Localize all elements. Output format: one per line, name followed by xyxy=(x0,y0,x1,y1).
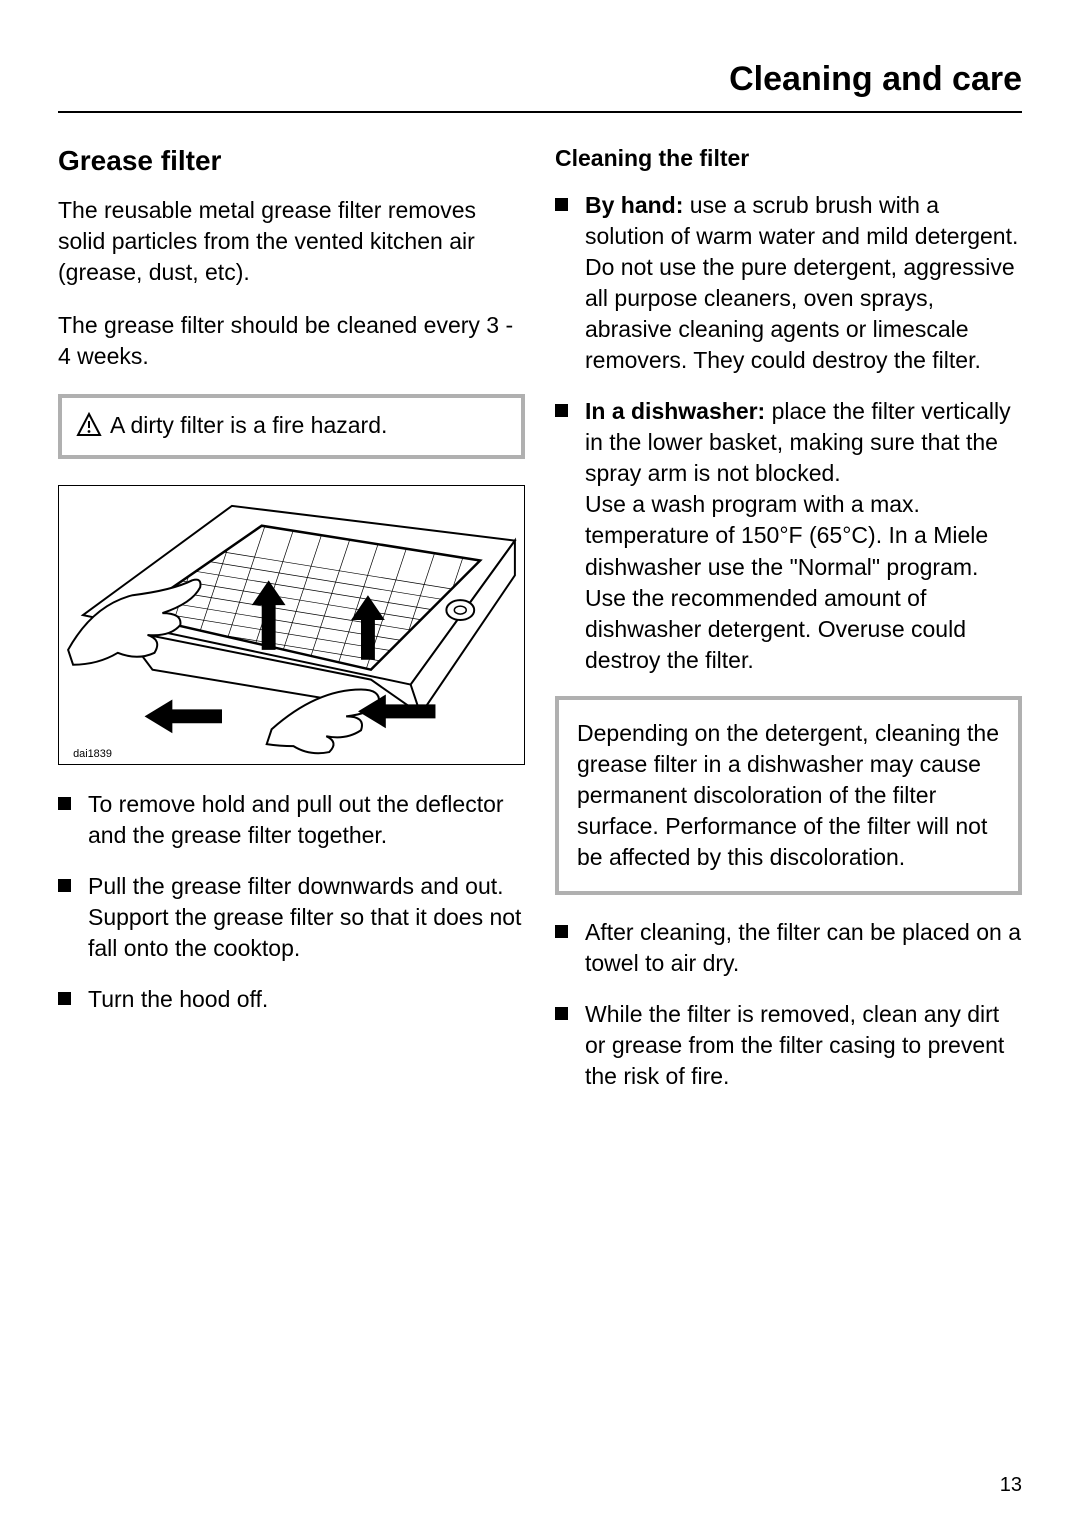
removal-steps: To remove hold and pull out the deflecto… xyxy=(58,789,525,1015)
warning-box: A dirty filter is a fire hazard. xyxy=(58,394,525,459)
list-item: After cleaning, the filter can be placed… xyxy=(555,917,1022,979)
list-item: Turn the hood off. xyxy=(58,984,525,1015)
list-item: To remove hold and pull out the deflecto… xyxy=(58,789,525,851)
section-heading-cleaning-filter: Cleaning the filter xyxy=(555,145,1022,172)
dishwasher-cont1: Use a wash program with a max. temperatu… xyxy=(585,491,988,579)
list-item: While the filter is removed, clean any d… xyxy=(555,999,1022,1092)
cleaning-methods-list: By hand: use a scrub brush with a soluti… xyxy=(555,190,1022,676)
warning-text: A dirty filter is a fire hazard. xyxy=(110,410,387,441)
post-cleaning-list: After cleaning, the filter can be placed… xyxy=(555,917,1022,1092)
page-title: Cleaning and care xyxy=(58,60,1022,99)
list-item: Pull the grease filter downwards and out… xyxy=(58,871,525,964)
page-number: 13 xyxy=(1000,1474,1022,1497)
page-header: Cleaning and care xyxy=(58,60,1022,113)
intro-para-2: The grease filter should be cleaned ever… xyxy=(58,310,525,372)
right-column: Cleaning the filter By hand: use a scrub… xyxy=(555,145,1022,1112)
intro-para-1: The reusable metal grease filter removes… xyxy=(58,195,525,288)
list-item: By hand: use a scrub brush with a soluti… xyxy=(555,190,1022,376)
illustration-label: dai1839 xyxy=(73,748,112,760)
dishwasher-lead: In a dishwasher: xyxy=(585,398,765,424)
grease-filter-illustration: dai1839 xyxy=(58,485,525,765)
by-hand-cont: Do not use the pure detergent, aggressiv… xyxy=(585,254,1015,373)
list-item: In a dishwasher: place the filter vertic… xyxy=(555,396,1022,675)
dishwasher-cont2: Use the recommended amount of dishwasher… xyxy=(585,585,966,673)
warning-icon xyxy=(76,412,102,443)
by-hand-lead: By hand: xyxy=(585,192,683,218)
discoloration-note: Depending on the detergent, cleaning the… xyxy=(555,696,1022,895)
content-columns: Grease filter The reusable metal grease … xyxy=(58,145,1022,1112)
left-column: Grease filter The reusable metal grease … xyxy=(58,145,525,1112)
section-heading-grease-filter: Grease filter xyxy=(58,145,525,177)
